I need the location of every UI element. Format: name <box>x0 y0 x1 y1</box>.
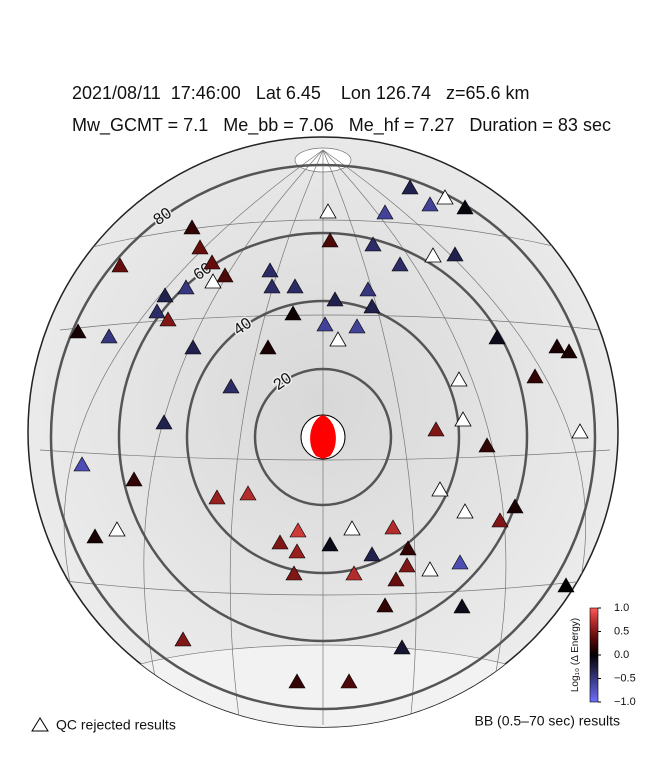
station <box>393 639 411 655</box>
station <box>321 232 339 248</box>
station <box>155 414 173 430</box>
station <box>376 204 394 220</box>
focal-mechanism <box>300 414 346 460</box>
station <box>451 554 469 570</box>
station <box>453 598 471 614</box>
colorbar-title: Log₁₀ (Δ Energy) <box>570 618 581 692</box>
rejected-station <box>421 561 439 577</box>
station <box>148 303 166 319</box>
distance-ring <box>117 231 529 643</box>
station <box>446 246 464 262</box>
station <box>326 291 344 307</box>
distance-ring <box>185 299 461 575</box>
colorbar-tick-label: 1.0 <box>614 602 629 614</box>
station <box>359 281 377 297</box>
legend-symbol <box>31 717 49 732</box>
station <box>456 199 474 215</box>
station <box>399 540 417 556</box>
rejected-station <box>329 331 347 347</box>
station <box>560 343 578 359</box>
station <box>526 368 544 384</box>
title-line-1: 2021/08/11 17:46:00 Lat 6.45 Lon 126.74 … <box>72 83 530 103</box>
station <box>111 257 129 273</box>
colorbar-tick-label: −0.5 <box>614 672 636 684</box>
station <box>177 279 195 295</box>
station <box>363 298 381 314</box>
station <box>239 485 257 501</box>
station <box>100 328 118 344</box>
station <box>557 577 575 593</box>
station <box>208 489 226 505</box>
station <box>203 254 221 270</box>
station <box>363 546 381 562</box>
colorbar-scale <box>589 607 599 703</box>
station <box>125 471 143 487</box>
legend-label: QC rejected results <box>56 717 176 733</box>
station <box>427 421 445 437</box>
rejected-station <box>456 503 474 519</box>
rejected-station <box>571 423 589 439</box>
rejected-station <box>454 411 472 427</box>
station <box>398 557 416 573</box>
rejected-station <box>436 189 454 205</box>
station <box>478 437 496 453</box>
station <box>184 339 202 355</box>
station <box>321 536 339 552</box>
station <box>506 498 524 514</box>
colorbar-tick-label: 0.5 <box>614 625 629 637</box>
colorbar: 1.0 0.5 0.0 −0.5 −1.0 Log₁₀ (Δ Energy) <box>570 602 636 708</box>
station <box>191 239 209 255</box>
station <box>364 236 382 252</box>
rejected-station <box>450 371 468 387</box>
station <box>156 287 174 303</box>
station <box>285 565 303 581</box>
station <box>288 673 306 689</box>
footer: BB (0.5–70 sec) results <box>474 713 620 729</box>
station <box>159 311 177 327</box>
station <box>401 179 419 195</box>
rejected-station <box>424 247 442 263</box>
station <box>548 338 566 354</box>
station <box>216 267 234 283</box>
station <box>491 512 509 528</box>
station <box>345 565 363 581</box>
station <box>391 256 409 272</box>
station <box>421 196 439 212</box>
station <box>271 534 289 550</box>
rejected-station <box>108 521 126 537</box>
station <box>340 673 358 689</box>
station <box>348 318 366 334</box>
station <box>263 278 281 294</box>
station <box>289 522 307 538</box>
rejected-station <box>343 520 361 536</box>
station <box>387 571 405 587</box>
distance-ring <box>253 367 393 507</box>
station <box>384 519 402 535</box>
rejected-station <box>204 273 222 289</box>
station <box>288 543 306 559</box>
colorbar-tick-label: −1.0 <box>614 696 636 708</box>
station <box>488 329 506 345</box>
station <box>261 262 279 278</box>
rejected-station <box>431 481 449 497</box>
station <box>259 339 277 355</box>
station <box>222 378 240 394</box>
station <box>183 219 201 235</box>
rejected-station <box>319 203 337 219</box>
station <box>73 456 91 472</box>
title-line-2: Mw_GCMT = 7.1 Me_bb = 7.06 Me_hf = 7.27 … <box>72 115 611 136</box>
station <box>174 631 192 647</box>
station <box>284 305 302 321</box>
station <box>316 316 334 332</box>
station <box>86 528 104 544</box>
station <box>376 597 394 613</box>
station <box>286 278 304 294</box>
station <box>69 323 87 339</box>
distance-ring <box>49 163 597 711</box>
colorbar-tick-label: 0.0 <box>614 649 629 661</box>
